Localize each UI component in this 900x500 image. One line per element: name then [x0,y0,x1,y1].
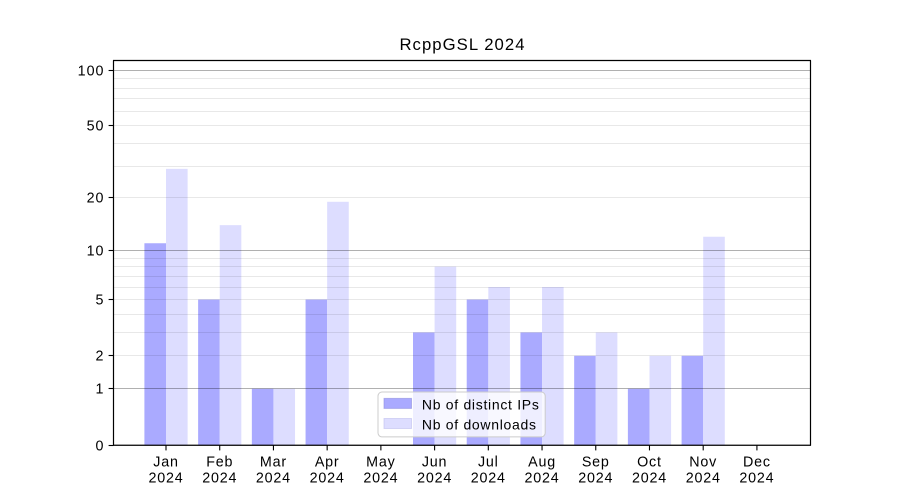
svg-text:2024: 2024 [739,471,774,487]
svg-text:100: 100 [78,64,105,80]
svg-text:Nb of distinct IPs: Nb of distinct IPs [422,396,540,412]
svg-text:Jun: Jun [422,454,447,470]
svg-text:Feb: Feb [206,454,233,470]
svg-text:2024: 2024 [256,471,291,487]
svg-text:2024: 2024 [525,471,560,487]
svg-text:0: 0 [96,439,105,455]
svg-text:Dec: Dec [743,454,771,470]
svg-text:Sep: Sep [582,454,610,470]
svg-text:20: 20 [87,191,105,207]
svg-text:2024: 2024 [686,471,721,487]
svg-text:2024: 2024 [471,471,506,487]
svg-text:50: 50 [87,119,105,135]
svg-text:Oct: Oct [637,454,662,470]
svg-text:Nb of downloads: Nb of downloads [422,416,537,432]
svg-text:1: 1 [96,382,105,398]
svg-text:May: May [366,454,395,470]
svg-text:Aug: Aug [528,454,556,470]
svg-text:2024: 2024 [310,471,345,487]
svg-text:Mar: Mar [260,454,287,470]
svg-text:Nov: Nov [689,454,717,470]
svg-text:Apr: Apr [315,454,340,470]
svg-text:2024: 2024 [417,471,452,487]
svg-text:2024: 2024 [363,471,398,487]
svg-text:Jul: Jul [478,454,499,470]
svg-text:2: 2 [96,349,105,365]
svg-text:2024: 2024 [202,471,237,487]
svg-text:2024: 2024 [632,471,667,487]
svg-text:10: 10 [87,244,105,260]
svg-text:2024: 2024 [578,471,613,487]
svg-text:Jan: Jan [153,454,178,470]
svg-text:RcppGSL 2024: RcppGSL 2024 [399,35,525,54]
svg-text:5: 5 [96,293,105,309]
svg-text:2024: 2024 [148,471,183,487]
